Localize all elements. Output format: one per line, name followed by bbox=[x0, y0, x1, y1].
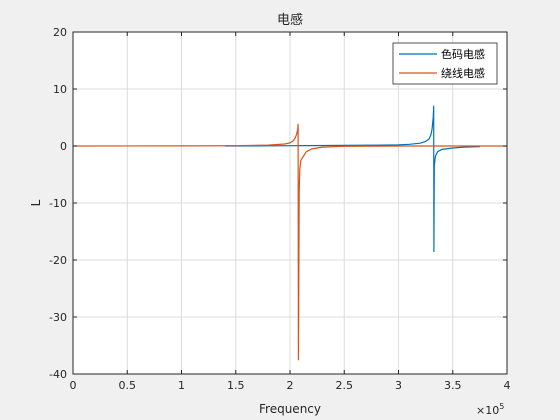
series-line-2 bbox=[72, 123, 507, 361]
x-tick-label: 2.5 bbox=[336, 379, 354, 392]
y-tick-label: -40 bbox=[49, 368, 67, 381]
x-tick-label: 0 bbox=[70, 379, 77, 392]
x-axis-exponent-base: ×10 bbox=[476, 404, 499, 417]
x-tick-label: 2 bbox=[287, 379, 294, 392]
series-line-1 bbox=[224, 105, 480, 253]
x-tick-label: 3.5 bbox=[444, 379, 462, 392]
legend-label-series-1: 色码电感 bbox=[441, 47, 485, 61]
x-axis-exponent: ×105 bbox=[476, 402, 504, 417]
y-axis-label: L bbox=[29, 199, 43, 206]
chart-title: 电感 bbox=[277, 12, 303, 28]
x-axis-label: Frequency bbox=[259, 402, 321, 416]
x-axis-exponent-power: 5 bbox=[499, 402, 504, 411]
legend-label-series-2: 绕线电感 bbox=[441, 66, 485, 80]
x-tick-label: 1.5 bbox=[227, 379, 245, 392]
legend-box bbox=[392, 42, 498, 85]
y-tick-label: -20 bbox=[49, 254, 67, 267]
x-tick-label: 3 bbox=[395, 379, 402, 392]
x-tick-label: 4 bbox=[504, 379, 511, 392]
y-tick-label: 10 bbox=[53, 83, 67, 96]
y-tick-label: -10 bbox=[49, 197, 67, 210]
x-tick-label: 1 bbox=[178, 379, 185, 392]
x-tick-label: 0.5 bbox=[119, 379, 137, 392]
legend: 色码电感 绕线电感 bbox=[392, 42, 498, 85]
y-tick-label: 20 bbox=[53, 26, 67, 39]
tick-layer: 0 0.5 1 1.5 2 2.5 3 3.5 4 20 10 0 -10 -20 -30 -40 bbox=[49, 26, 510, 392]
y-tick-label: 0 bbox=[60, 140, 67, 153]
y-tick-label: -30 bbox=[49, 311, 67, 324]
series-layer bbox=[72, 105, 507, 361]
